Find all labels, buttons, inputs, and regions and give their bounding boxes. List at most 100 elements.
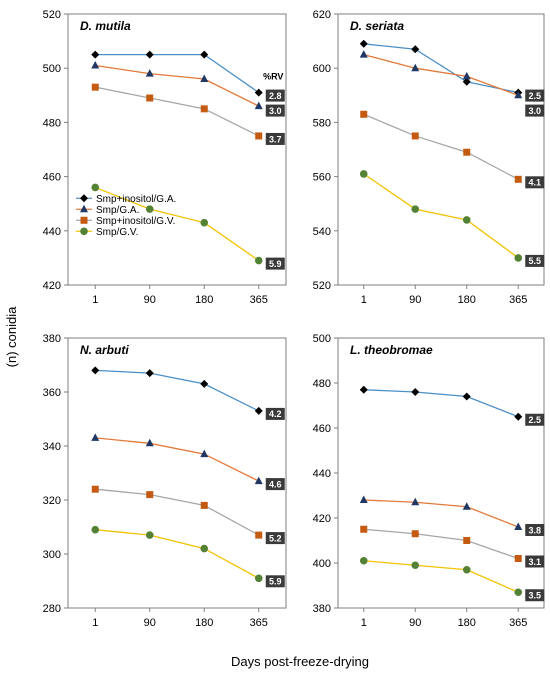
x-axis-title: Days post-freeze-drying — [231, 654, 369, 669]
data-point — [462, 502, 471, 510]
y-tick-label: 440 — [43, 226, 61, 238]
data-point — [200, 449, 209, 458]
rv-badge: 3.8 — [525, 524, 545, 536]
y-tick-label: 460 — [313, 423, 331, 435]
x-tick-label: 1 — [92, 617, 98, 629]
chart-panel-3: 280 300 320 340 360 380 1 90 180 365 N. arbuti 4.2 4… — [43, 333, 287, 629]
panel-frame — [337, 13, 545, 286]
data-point — [254, 574, 263, 583]
y-tick-label: 560 — [313, 172, 331, 184]
data-point — [200, 544, 209, 553]
series-line — [95, 488, 260, 536]
rv-badge-box — [265, 132, 285, 145]
chart-panel-2: 520 540 560 580 600 620 1 90 180 365 D. seriata 2.5… — [313, 9, 545, 306]
series-line — [95, 64, 260, 107]
legend-entry: Smp/G.V. — [96, 227, 138, 238]
rv-badge-label: 5.9 — [269, 259, 282, 269]
rv-badge-label: 5.9 — [269, 577, 282, 587]
y-tick-label: 540 — [313, 226, 331, 238]
x-tick-label: 1 — [361, 617, 367, 629]
y-tick-label: 300 — [43, 549, 61, 561]
y-tick-label: 480 — [313, 378, 331, 390]
rv-badge-label: 3.0 — [269, 106, 282, 116]
data-point — [462, 392, 471, 401]
rv-badge-box — [265, 575, 285, 588]
data-point — [145, 531, 154, 539]
rv-badge-label: 4.2 — [269, 409, 282, 419]
data-point — [462, 71, 471, 80]
y-tick-label: 460 — [43, 172, 61, 184]
rv-badge-box — [265, 532, 285, 545]
data-point — [463, 537, 471, 544]
rv-badge-label: 4.1 — [528, 178, 541, 188]
data-point — [514, 522, 523, 530]
panel-title: N. arbuti — [80, 343, 129, 357]
x-tick-label: 180 — [458, 294, 476, 306]
data-point — [200, 50, 209, 59]
y-tick-label: 360 — [43, 387, 61, 399]
y-tick-label: 440 — [313, 468, 331, 480]
series-4 — [91, 183, 263, 265]
y-tick-label: 500 — [313, 333, 331, 345]
rv-badge: 5.2 — [265, 532, 285, 545]
rv-badge: 3.0 — [525, 104, 545, 117]
series-line — [363, 528, 519, 560]
y-tick-label: 480 — [43, 117, 61, 129]
legend-marker — [80, 216, 88, 224]
series-3 — [360, 110, 522, 183]
rv-header: %RV — [263, 72, 283, 82]
rv-badge: 5.5 — [525, 254, 545, 267]
rv-badge-box — [525, 555, 545, 568]
rv-badge-label: 3.8 — [528, 525, 541, 535]
data-point — [411, 530, 419, 538]
rv-badge: 2.8 — [265, 89, 285, 102]
data-point — [200, 379, 209, 388]
data-point — [411, 388, 420, 396]
y-tick-label: 340 — [43, 441, 61, 453]
series-line — [95, 369, 260, 412]
y-tick-label: 520 — [43, 9, 61, 21]
series-2 — [359, 50, 523, 99]
series-line — [95, 437, 260, 482]
legend-marker — [80, 194, 88, 203]
series-1 — [359, 385, 523, 421]
data-point — [411, 132, 419, 140]
series-2 — [91, 433, 263, 485]
rv-badge: 2.5 — [525, 413, 545, 426]
x-tick-label: 365 — [250, 617, 268, 629]
data-point — [359, 556, 368, 565]
data-point — [255, 132, 263, 140]
y-tick-label: 380 — [313, 603, 331, 615]
chart-panel-4: 380 400 420 440 460 480 500 1 90 180 365 L. theobro… — [313, 333, 545, 629]
rv-badge-label: 3.7 — [269, 134, 282, 144]
legend-marker — [80, 204, 88, 213]
data-point — [255, 531, 263, 539]
rv-badge-box — [525, 176, 545, 189]
data-point — [91, 366, 100, 375]
data-point — [146, 491, 154, 499]
data-point — [91, 433, 100, 441]
y-tick-label: 420 — [313, 513, 331, 525]
series-2 — [359, 495, 523, 530]
data-point — [514, 555, 522, 562]
data-point — [254, 476, 263, 485]
rv-badge-box — [265, 407, 285, 420]
data-point — [91, 485, 99, 493]
data-point — [411, 63, 420, 72]
series-line — [363, 113, 519, 180]
rv-badge-label: 3.1 — [528, 557, 541, 567]
series-line — [95, 86, 260, 137]
data-point — [145, 69, 154, 77]
data-point — [360, 110, 368, 118]
series-line — [95, 529, 260, 579]
data-point — [514, 254, 523, 262]
series-1 — [91, 366, 263, 415]
data-point — [91, 83, 99, 91]
series-4 — [359, 170, 523, 262]
rv-badge-label: 3.5 — [528, 591, 541, 601]
data-point — [359, 39, 368, 48]
rv-badge: 5.9 — [265, 575, 285, 588]
data-point — [411, 497, 420, 506]
